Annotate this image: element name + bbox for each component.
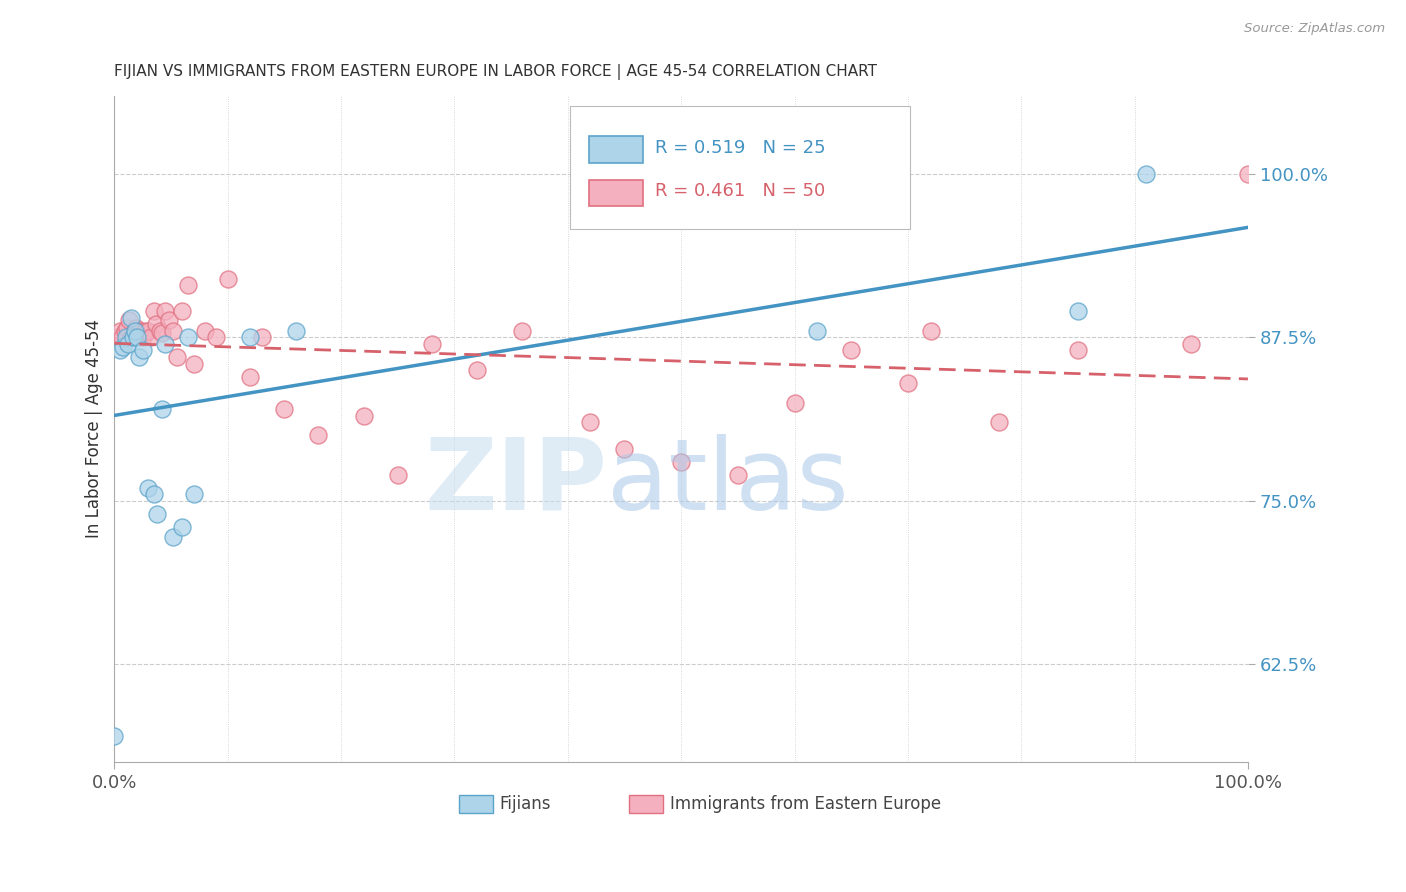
Point <box>143 487 166 501</box>
Point <box>139 330 162 344</box>
Point <box>138 324 160 338</box>
Point <box>125 330 148 344</box>
Point <box>125 321 148 335</box>
Point <box>194 324 217 338</box>
Text: R = 0.519   N = 25: R = 0.519 N = 25 <box>655 138 825 156</box>
Point <box>143 304 166 318</box>
Point <box>114 330 136 344</box>
Text: atlas: atlas <box>607 434 849 531</box>
Point <box>897 376 920 391</box>
Point <box>183 357 205 371</box>
Point <box>120 330 142 344</box>
Point <box>122 326 145 341</box>
Point <box>145 318 167 332</box>
Point <box>727 467 749 482</box>
Point <box>118 313 141 327</box>
Point <box>134 324 156 338</box>
Point <box>987 415 1010 429</box>
Point <box>108 343 131 358</box>
Point <box>1067 343 1090 358</box>
Text: Immigrants from Eastern Europe: Immigrants from Eastern Europe <box>669 796 941 814</box>
FancyBboxPatch shape <box>569 105 910 229</box>
Point <box>128 350 150 364</box>
Point <box>177 330 200 344</box>
Point <box>839 343 862 358</box>
Text: Fijians: Fijians <box>499 796 551 814</box>
Point <box>129 324 152 338</box>
Point <box>108 324 131 338</box>
Point <box>132 330 155 344</box>
Point <box>669 454 692 468</box>
Point <box>579 415 602 429</box>
Point <box>132 343 155 358</box>
Point <box>217 271 239 285</box>
Point <box>117 337 139 351</box>
Point <box>114 324 136 338</box>
Point <box>157 313 180 327</box>
Text: R = 0.461   N = 50: R = 0.461 N = 50 <box>655 182 825 200</box>
Y-axis label: In Labor Force | Age 45-54: In Labor Force | Age 45-54 <box>86 319 103 539</box>
Point <box>120 310 142 325</box>
Point <box>183 487 205 501</box>
Point <box>121 330 143 344</box>
Point <box>806 324 828 338</box>
Point <box>239 330 262 344</box>
Point <box>115 321 138 335</box>
Point <box>166 350 188 364</box>
FancyBboxPatch shape <box>589 136 643 163</box>
FancyBboxPatch shape <box>589 179 643 206</box>
Point <box>155 304 177 318</box>
Point <box>273 402 295 417</box>
Point <box>250 330 273 344</box>
Text: ZIP: ZIP <box>425 434 607 531</box>
Point <box>155 337 177 351</box>
Point <box>177 278 200 293</box>
Point <box>162 530 184 544</box>
Point <box>162 324 184 338</box>
Point <box>127 324 149 338</box>
Point <box>1237 167 1260 181</box>
Point <box>111 330 134 344</box>
Point <box>150 326 173 341</box>
Point <box>124 324 146 338</box>
Point <box>1180 337 1202 351</box>
Point <box>172 520 194 534</box>
Point <box>284 324 307 338</box>
FancyBboxPatch shape <box>628 795 664 813</box>
Point <box>112 339 135 353</box>
Point <box>387 467 409 482</box>
Point <box>138 481 160 495</box>
Point <box>512 324 534 338</box>
Point <box>146 507 169 521</box>
Text: FIJIAN VS IMMIGRANTS FROM EASTERN EUROPE IN LABOR FORCE | AGE 45-54 CORRELATION : FIJIAN VS IMMIGRANTS FROM EASTERN EUROPE… <box>114 64 877 80</box>
Point <box>783 396 806 410</box>
FancyBboxPatch shape <box>458 795 494 813</box>
Text: Source: ZipAtlas.com: Source: ZipAtlas.com <box>1244 22 1385 36</box>
Point <box>420 337 443 351</box>
Point <box>920 324 942 338</box>
Point <box>1067 304 1090 318</box>
Point <box>465 363 488 377</box>
Point <box>613 442 636 456</box>
Point <box>172 304 194 318</box>
Point <box>239 369 262 384</box>
Point <box>103 729 125 743</box>
Point <box>205 330 228 344</box>
Point <box>307 428 329 442</box>
Point <box>1135 167 1157 181</box>
Point <box>149 324 172 338</box>
Point <box>107 330 129 344</box>
Point <box>150 402 173 417</box>
Point <box>353 409 375 423</box>
